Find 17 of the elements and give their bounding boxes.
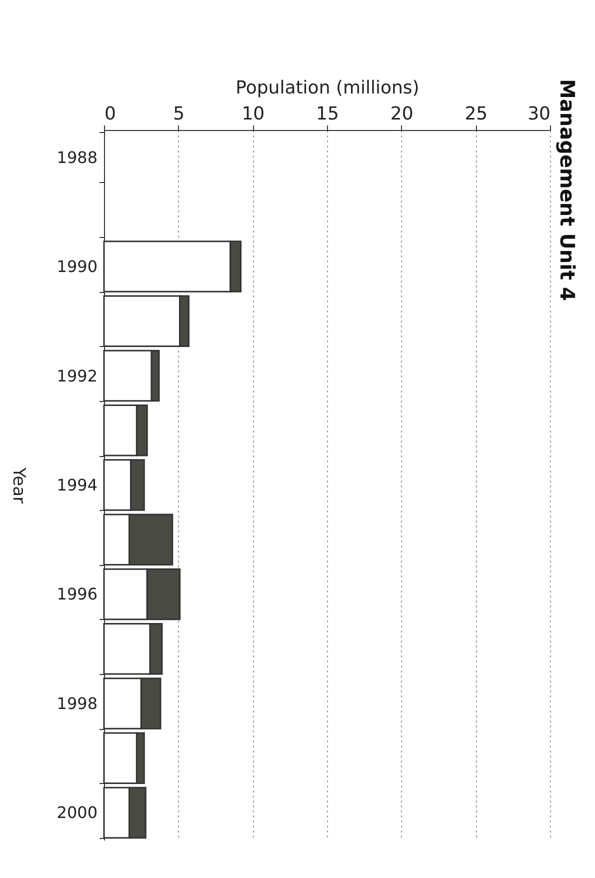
x-axis-title: Population (millions): [236, 78, 420, 98]
x-tick-label: 25: [464, 104, 488, 124]
text: Management Unit 4: [556, 79, 580, 301]
x-tick-label: 30: [528, 104, 550, 124]
y-axis-title: Year: [8, 466, 28, 504]
y-tick-label: 1994: [56, 476, 98, 494]
x-tick-label: 20: [390, 104, 414, 124]
y-tick-label: 2000: [56, 803, 98, 822]
x-tick-label: 10: [242, 104, 265, 124]
x-tick-label: 0: [104, 104, 116, 124]
x-tick-label: 5: [173, 104, 185, 124]
y-tick-label: 1992: [56, 366, 98, 386]
x-tick-label: 15: [316, 104, 339, 124]
y-tick-label: 1998: [56, 694, 98, 713]
y-tick-label: 1988: [56, 148, 98, 167]
y-tick-label: 1990: [56, 257, 98, 276]
y-tick-label: 1996: [56, 584, 98, 604]
